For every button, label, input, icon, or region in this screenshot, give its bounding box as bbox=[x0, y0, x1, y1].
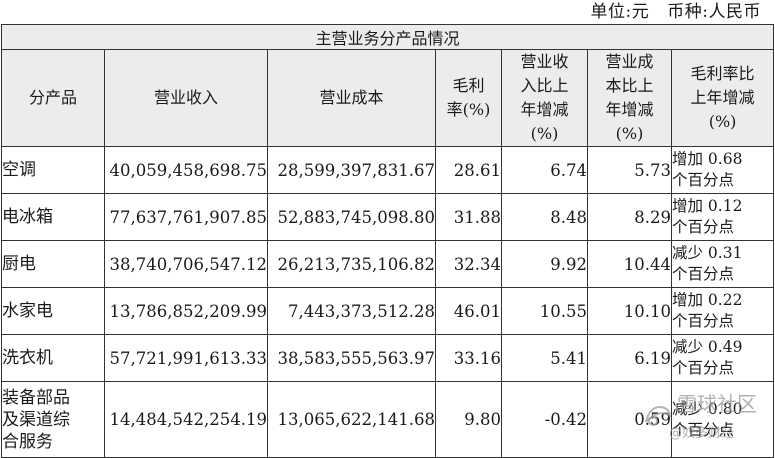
cost-cell: 38,583,555,563.97 bbox=[267, 334, 436, 382]
margin-cell: 32.34 bbox=[435, 240, 502, 288]
margin-change-cell: 增加 0.68 个百分点 bbox=[670, 146, 775, 194]
table-row: 洗衣机 57,721,991,613.33 38,583,555,563.97 … bbox=[1, 334, 775, 382]
cost-cell: 52,883,745,098.80 bbox=[267, 193, 436, 241]
product-name: 水家电 bbox=[1, 287, 105, 335]
table-row: 水家电 13,786,852,209.99 7,443,373,512.28 4… bbox=[1, 287, 775, 335]
margin-cell: 31.88 bbox=[435, 193, 502, 241]
revenue-cell: 77,637,761,907.85 bbox=[104, 193, 268, 241]
header-revenue-change: 营业收 入比上 年增减 (%) bbox=[501, 49, 588, 147]
margin-change-cell: 减少 0.31 个百分点 bbox=[670, 240, 775, 288]
product-name: 装备部品 及渠道综 合服务 bbox=[1, 381, 105, 458]
product-name: 厨电 bbox=[1, 240, 105, 288]
header-margin: 毛利 率(%) bbox=[435, 49, 502, 147]
header-product: 分产品 bbox=[1, 49, 105, 147]
header-margin-change: 毛利率比 上年增减 (%) bbox=[670, 49, 775, 147]
header-row: 分产品 营业收入 营业成本 毛利 率(%) 营业收 入比上 年增减 (%) 营业… bbox=[1, 49, 775, 147]
margin-cell: 33.16 bbox=[435, 334, 502, 382]
table-row: 空调 40,059,458,698.75 28,599,397,831.67 2… bbox=[1, 146, 775, 194]
cost-cell: 26,213,735,106.82 bbox=[267, 240, 436, 288]
cost-cell: 7,443,373,512.28 bbox=[267, 287, 436, 335]
revenue-cell: 40,059,458,698.75 bbox=[104, 146, 268, 194]
margin-change-cell: 减少 0.80 个百分点 bbox=[670, 381, 775, 458]
table-row: 电冰箱 77,637,761,907.85 52,883,745,098.80 … bbox=[1, 193, 775, 241]
revenue-change-cell: 5.41 bbox=[501, 334, 588, 382]
revenue-cell: 13,786,852,209.99 bbox=[104, 287, 268, 335]
cost-cell: 28,599,397,831.67 bbox=[267, 146, 436, 194]
product-name: 空调 bbox=[1, 146, 105, 194]
cost-change-cell: 6.19 bbox=[587, 334, 672, 382]
table-row: 厨电 38,740,706,547.12 26,213,735,106.82 3… bbox=[1, 240, 775, 288]
header-cost-change: 营业成 本比上 年增减 (%) bbox=[587, 49, 672, 147]
margin-change-cell: 增加 0.12 个百分点 bbox=[670, 193, 775, 241]
revenue-change-cell: 8.48 bbox=[501, 193, 588, 241]
cost-change-cell: 0.59 bbox=[587, 381, 672, 458]
revenue-cell: 38,740,706,547.12 bbox=[104, 240, 268, 288]
revenue-change-cell: 9.92 bbox=[501, 240, 588, 288]
header-revenue: 营业收入 bbox=[104, 49, 268, 147]
margin-cell: 9.80 bbox=[435, 381, 502, 458]
product-name: 电冰箱 bbox=[1, 193, 105, 241]
cost-change-cell: 5.73 bbox=[587, 146, 672, 194]
revenue-change-cell: -0.42 bbox=[501, 381, 588, 458]
table-caption: 主营业务分产品情况 bbox=[0, 24, 775, 50]
cost-change-cell: 10.44 bbox=[587, 240, 672, 288]
product-revenue-table: 主营业务分产品情况 分产品 营业收入 营业成本 毛利 率(%) 营业收 入比上 … bbox=[0, 24, 775, 458]
margin-change-cell: 增加 0.22 个百分点 bbox=[670, 287, 775, 335]
cost-cell: 13,065,622,141.68 bbox=[267, 381, 436, 458]
unit-line: 单位:元 币种:人民币 bbox=[591, 2, 761, 22]
revenue-change-cell: 10.55 bbox=[501, 287, 588, 335]
cost-change-cell: 8.29 bbox=[587, 193, 672, 241]
revenue-change-cell: 6.74 bbox=[501, 146, 588, 194]
unit-label: 单位:元 bbox=[590, 2, 650, 22]
product-name: 洗衣机 bbox=[1, 334, 105, 382]
margin-cell: 28.61 bbox=[435, 146, 502, 194]
margin-cell: 46.01 bbox=[435, 287, 502, 335]
revenue-cell: 57,721,991,613.33 bbox=[104, 334, 268, 382]
header-cost: 营业成本 bbox=[267, 49, 436, 147]
table-row: 装备部品 及渠道综 合服务 14,484,542,254.19 13,065,6… bbox=[1, 381, 775, 458]
cost-change-cell: 10.10 bbox=[587, 287, 672, 335]
revenue-cell: 14,484,542,254.19 bbox=[104, 381, 268, 458]
margin-change-cell: 减少 0.49 个百分点 bbox=[670, 334, 775, 382]
currency-label: 币种:人民币 bbox=[667, 2, 761, 22]
